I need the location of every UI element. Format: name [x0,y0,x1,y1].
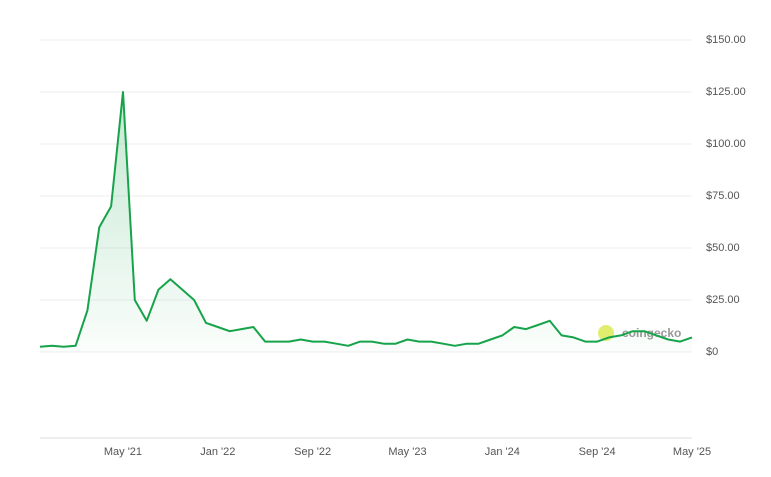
x-tick-label: May '23 [388,446,426,458]
x-tick-label: May '25 [673,446,711,458]
y-tick-label: $100.00 [706,138,746,150]
x-tick-label: Jan '24 [485,446,520,458]
x-tick-label: May '21 [104,446,142,458]
y-tick-label: $50.00 [706,242,740,254]
y-tick-label: $125.00 [706,86,746,98]
x-tick-label: Sep '22 [294,446,331,458]
x-tick-label: Jan '22 [200,446,235,458]
y-tick-label: $0 [706,346,718,358]
price-line [39,91,693,348]
area [40,92,692,352]
x-tick-label: Sep '24 [579,446,616,458]
y-tick-label: $150.00 [706,34,746,46]
y-tick-label: $75.00 [706,190,740,202]
y-tick-label: $25.00 [706,294,740,306]
